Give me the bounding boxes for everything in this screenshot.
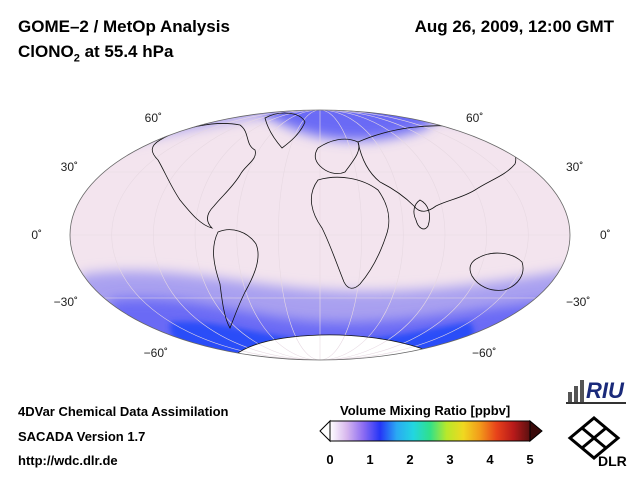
subtitle-suffix: at 55.4 hPa bbox=[79, 42, 174, 61]
lat-label-s30-right: −30˚ bbox=[566, 295, 590, 309]
colorbar-tick-2: 2 bbox=[406, 452, 414, 467]
colorbar-tick-5: 5 bbox=[526, 452, 534, 467]
colorbar-tick-0: 0 bbox=[326, 452, 334, 467]
globe-outline bbox=[69, 109, 571, 361]
dlr-logo-mark bbox=[567, 416, 621, 460]
subtitle-prefix: ClONO bbox=[18, 42, 74, 61]
riu-logo-text: RIU bbox=[586, 378, 625, 403]
lat-label-n60-left: 60˚ bbox=[145, 111, 162, 125]
subtitle-subscript: 2 bbox=[73, 52, 80, 65]
riu-logo: RIU bbox=[566, 378, 626, 404]
lat-label-n30-right: 30˚ bbox=[566, 160, 583, 174]
lat-label-n60-right: 60˚ bbox=[466, 111, 483, 125]
colorbar-tick-4: 4 bbox=[486, 452, 494, 467]
dlr-logo: DLR bbox=[567, 416, 627, 469]
footer-url: http://wdc.dlr.de bbox=[18, 453, 118, 468]
dlr-logo-text: DLR bbox=[598, 453, 627, 469]
mollweide-map: 60˚ 60˚ 30˚ 30˚ 0˚ 0˚ −30˚ −30˚ −60˚ −60… bbox=[31, 109, 611, 361]
colorbar-low-arrow bbox=[319, 419, 331, 443]
species-subtitle: ClONO2 at 55.4 hPa bbox=[18, 42, 173, 64]
analysis-datetime: Aug 26, 2009, 12:00 GMT bbox=[414, 17, 614, 36]
riu-logo-mark bbox=[568, 392, 572, 402]
colorbar-high-arrow bbox=[529, 419, 543, 443]
colorbar bbox=[319, 419, 543, 443]
colorbar-tick-1: 1 bbox=[366, 452, 374, 467]
colorbar-tick-3: 3 bbox=[446, 452, 454, 467]
lat-label-s60-right: −60˚ bbox=[472, 346, 496, 360]
footer-version: SACADA Version 1.7 bbox=[18, 429, 146, 444]
lat-label-eq-right: 0˚ bbox=[600, 228, 611, 242]
antarctica-landmass bbox=[218, 334, 435, 360]
lat-label-s30-left: −30˚ bbox=[54, 295, 78, 309]
colorbar-title: Volume Mixing Ratio [ppbv] bbox=[340, 403, 511, 418]
footer-method: 4DVar Chemical Data Assimilation bbox=[18, 404, 229, 419]
colorbar-ramp bbox=[329, 420, 531, 442]
graticule bbox=[70, 110, 570, 360]
lat-label-eq-left: 0˚ bbox=[31, 228, 42, 242]
field-layer bbox=[70, 110, 570, 360]
lat-label-s60-left: −60˚ bbox=[144, 346, 168, 360]
lat-label-n30-left: 30˚ bbox=[61, 160, 78, 174]
page-title: GOME–2 / MetOp Analysis bbox=[18, 17, 230, 36]
